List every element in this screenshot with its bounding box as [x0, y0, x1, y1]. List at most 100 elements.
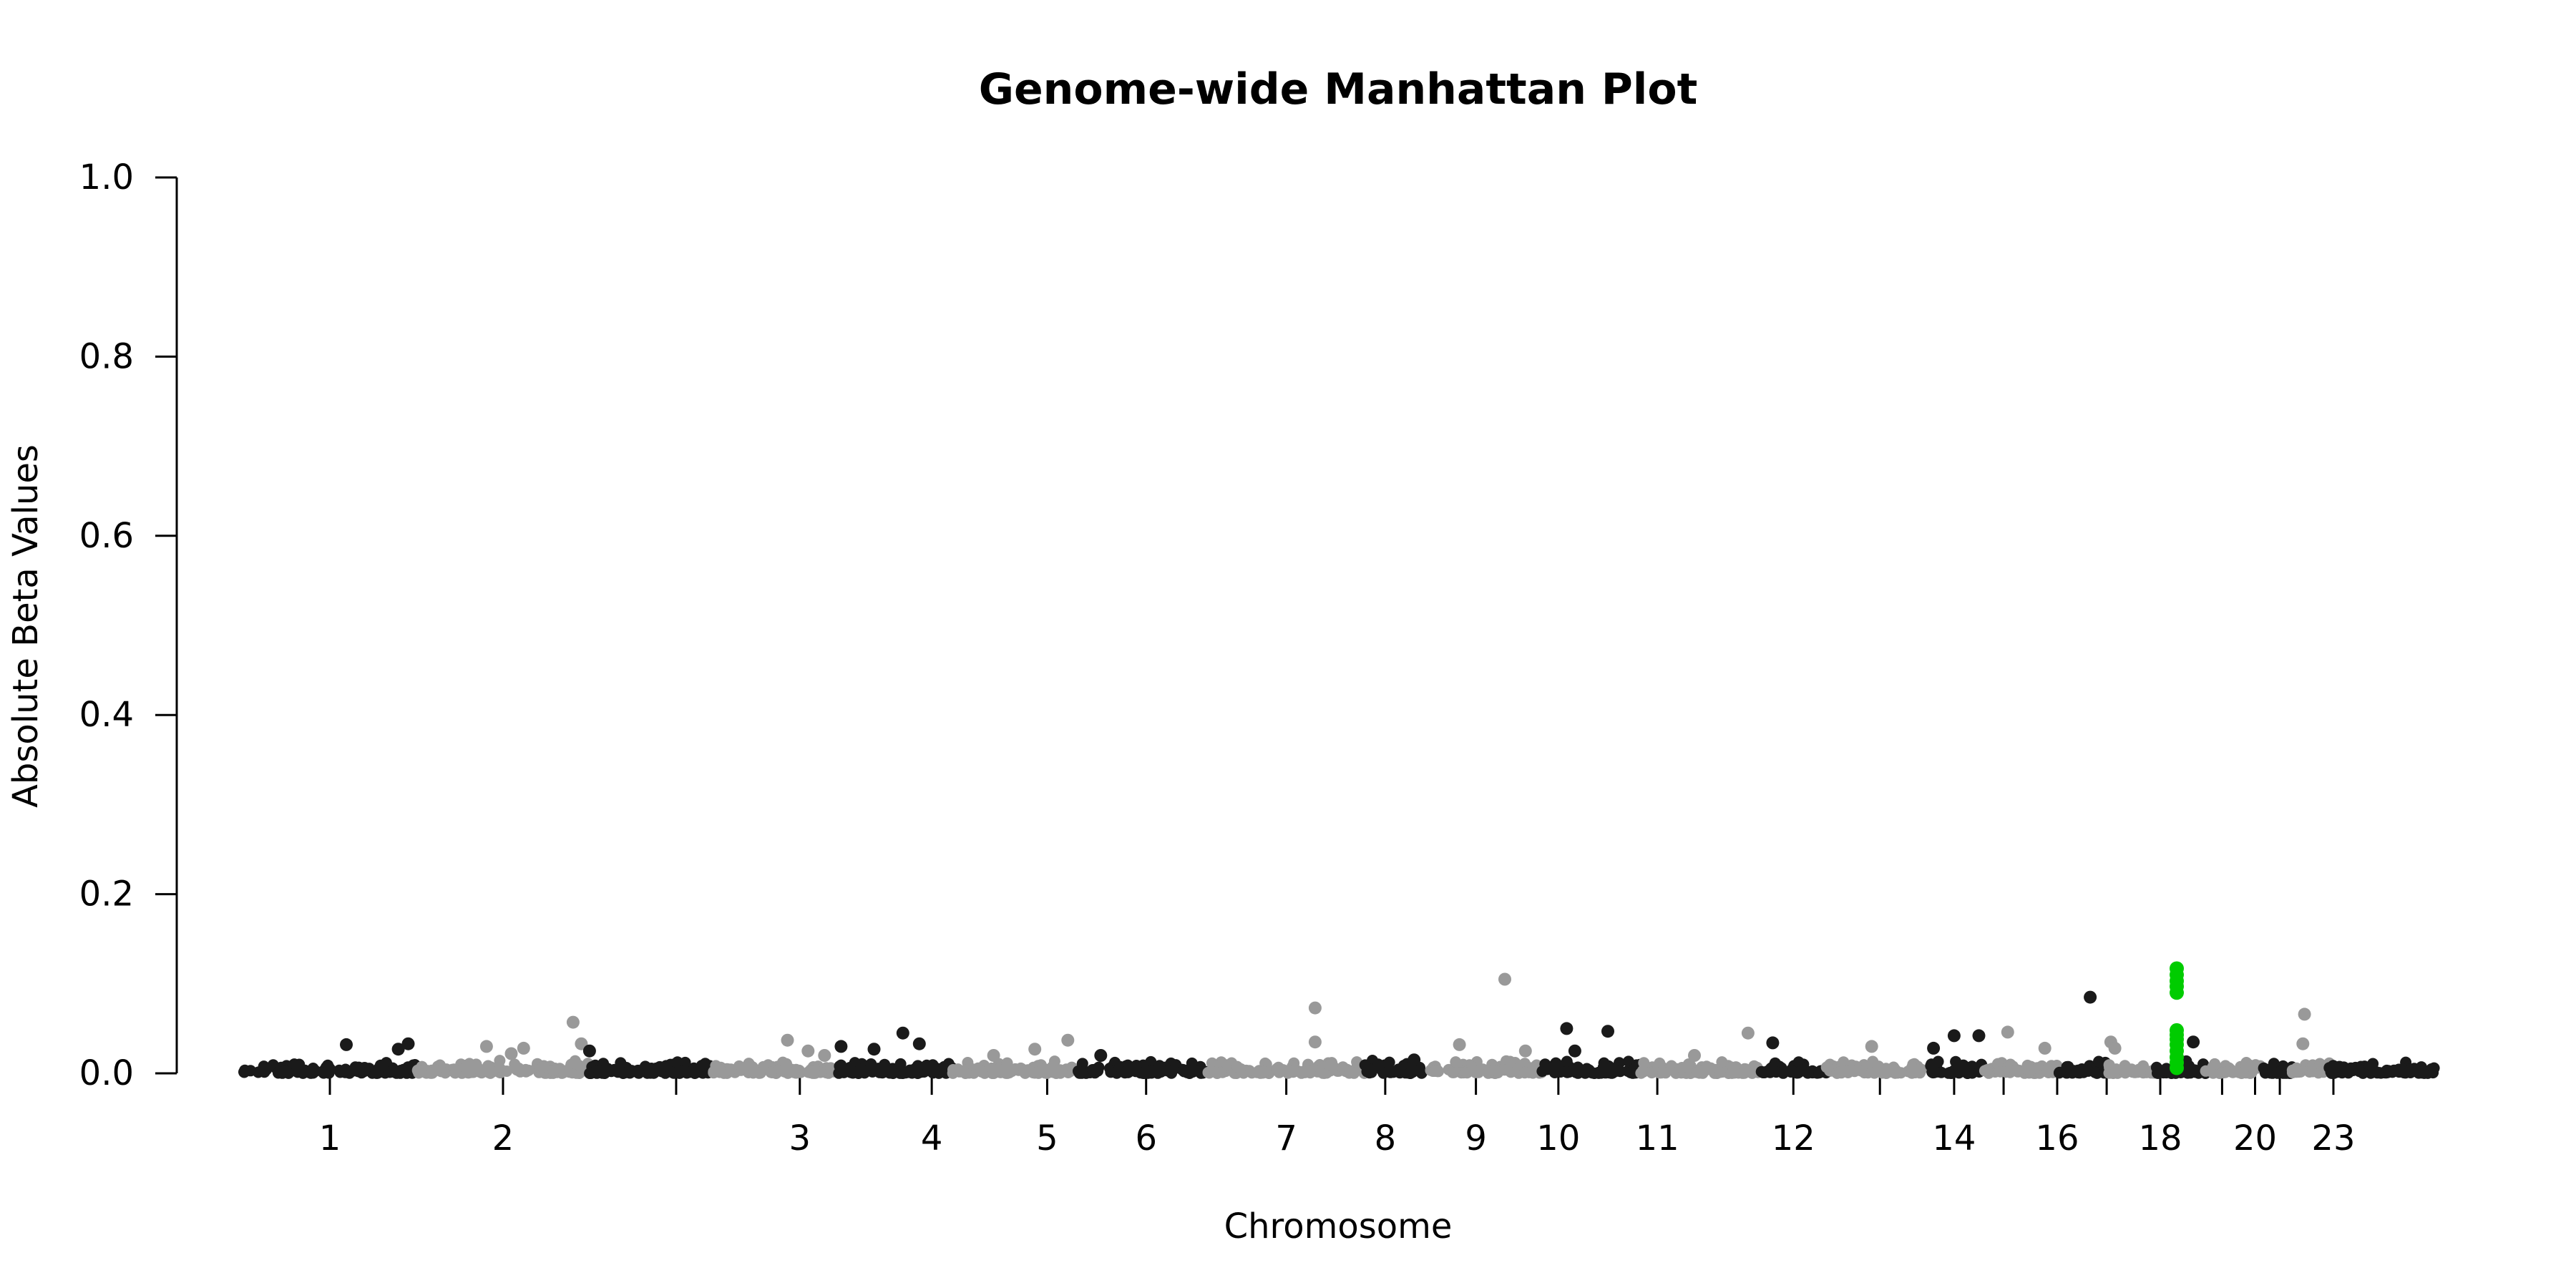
x-tick-label: 2: [492, 1118, 514, 1158]
snp-peak-point: [2187, 1035, 2200, 1049]
snp-point: [2021, 1059, 2034, 1071]
snp-peak-point: [801, 1044, 815, 1058]
snp-point: [926, 1066, 938, 1078]
snp-peak-point: [1568, 1044, 1581, 1058]
snp-point: [1551, 1058, 1563, 1070]
snp-point: [1614, 1065, 1626, 1078]
snp-point: [474, 1065, 486, 1077]
snp-point: [834, 1060, 846, 1072]
snp-point: [1694, 1065, 1706, 1077]
snp-point: [1383, 1056, 1395, 1068]
snp-peak-point: [2108, 1041, 2122, 1055]
snp-peak-point: [1927, 1041, 1941, 1055]
snp-peak-point: [504, 1047, 518, 1060]
snp-peak-point: [1688, 1049, 1701, 1062]
snp-peak-point: [896, 1026, 909, 1040]
snp-point: [1654, 1057, 1666, 1069]
snp-point: [660, 1060, 672, 1072]
snp-point: [1087, 1064, 1099, 1076]
snp-peak-point: [1766, 1036, 1780, 1050]
snp-point: [487, 1065, 499, 1078]
snp-point: [1635, 1067, 1647, 1079]
snp-point: [385, 1065, 397, 1077]
snp-point: [1714, 1066, 1726, 1078]
snp-point: [563, 1066, 575, 1078]
snp-point: [1372, 1059, 1385, 1071]
snp-point: [1324, 1059, 1336, 1071]
snp-point: [318, 1067, 330, 1079]
snp-point: [1131, 1060, 1143, 1071]
snp-point: [1344, 1066, 1356, 1078]
snp-point: [671, 1056, 683, 1068]
snp-point: [238, 1066, 250, 1078]
snp-point: [2371, 1067, 2384, 1079]
snp-point: [501, 1065, 513, 1077]
snp-point: [1932, 1055, 1944, 1068]
snp-point: [1791, 1067, 1803, 1079]
chart-title: Genome-wide Manhattan Plot: [979, 64, 1698, 114]
snp-point: [1364, 1063, 1376, 1075]
snp-point: [1848, 1065, 1860, 1078]
y-axis-label: Absolute Beta Values: [6, 444, 46, 808]
snp-point: [1209, 1066, 1221, 1078]
snp-point: [1638, 1057, 1650, 1069]
snp-point: [1000, 1067, 1012, 1079]
snp-point: [2089, 1066, 2101, 1078]
snp-point: [494, 1055, 506, 1067]
snp-peak-point: [834, 1040, 848, 1053]
snp-point: [2207, 1067, 2219, 1079]
snp-peak-point: [2001, 1025, 2014, 1039]
snp-point: [1745, 1067, 1757, 1078]
snp-peak-point: [1028, 1043, 1042, 1056]
snp-point: [1405, 1067, 1416, 1079]
snp-point: [650, 1062, 662, 1074]
snp-point: [844, 1062, 856, 1073]
snp-point: [1833, 1066, 1845, 1078]
snp-point: [857, 1065, 869, 1077]
snp-point: [397, 1063, 409, 1075]
snp-peak-point: [340, 1038, 353, 1051]
snp-point: [909, 1063, 921, 1075]
y-tick-label: 0.8: [79, 336, 134, 376]
snp-peak-point: [1094, 1049, 1108, 1062]
x-tick-label: 14: [1932, 1118, 1976, 1158]
snp-peak-point: [1453, 1038, 1466, 1051]
snp-point: [1876, 1067, 1888, 1079]
snp-point: [1141, 1065, 1153, 1077]
snp-point: [602, 1063, 614, 1075]
snp-point: [1994, 1065, 2006, 1078]
snp-point: [1054, 1067, 1066, 1079]
snp-point: [1561, 1055, 1573, 1068]
snp-point: [1519, 1066, 1531, 1078]
snp-point: [708, 1065, 720, 1078]
x-tick-label: 5: [1036, 1118, 1058, 1158]
snp-point: [2398, 1065, 2410, 1077]
snp-peak-point: [391, 1043, 405, 1056]
snp-point: [2343, 1065, 2355, 1077]
snp-point: [1167, 1064, 1179, 1076]
snp-point: [521, 1064, 533, 1076]
snp-point: [1581, 1063, 1593, 1075]
x-tick-label: 9: [1465, 1118, 1487, 1158]
snp-point: [2079, 1065, 2092, 1077]
snp-point: [1022, 1064, 1034, 1076]
snp-point: [825, 1062, 836, 1074]
snp-peak-point: [1407, 1053, 1421, 1067]
x-tick-label: 16: [2035, 1118, 2079, 1158]
snp-peak-point: [1947, 1029, 1961, 1043]
snp-point: [283, 1067, 295, 1079]
snp-point: [1498, 1064, 1511, 1076]
snp-point: [1716, 1056, 1728, 1068]
snp-point: [1482, 1067, 1494, 1079]
snp-point: [623, 1065, 635, 1077]
snp-point: [2110, 1063, 2122, 1075]
snp-peak-point: [1601, 1025, 1614, 1038]
y-tick-label: 1.0: [79, 157, 134, 197]
snp-peak-point: [2038, 1041, 2051, 1055]
snp-point: [1950, 1055, 1962, 1068]
snp-point: [2333, 1060, 2346, 1073]
snp-peak-point: [1518, 1044, 1532, 1058]
snp-point: [2041, 1065, 2054, 1077]
snp-point: [1276, 1064, 1288, 1075]
snp-point: [725, 1063, 737, 1075]
